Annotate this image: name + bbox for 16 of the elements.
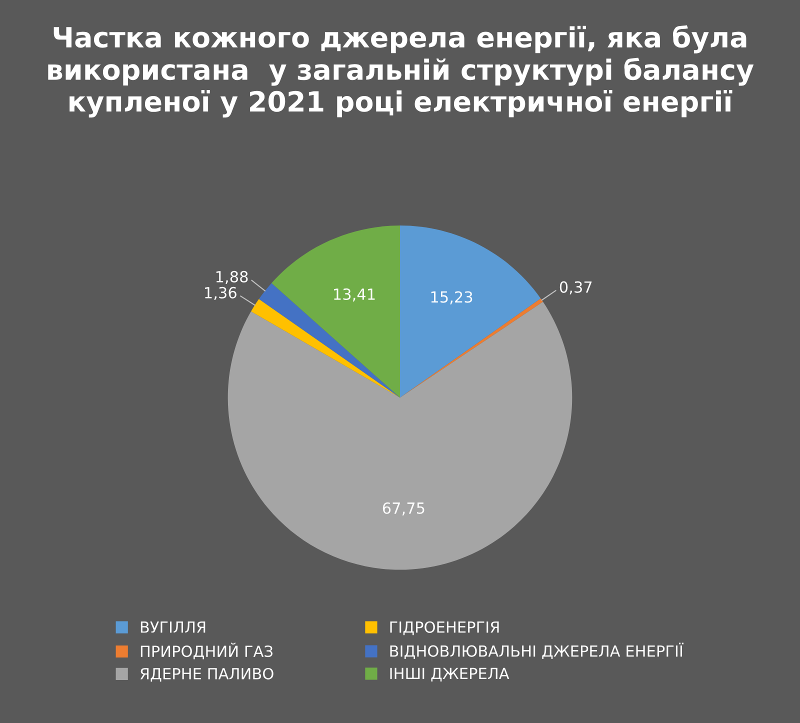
data-label: 15,23 xyxy=(431,291,472,304)
legend-label: ІНШІ ДЖЕРЕЛА xyxy=(390,668,510,682)
pie-slice xyxy=(400,226,541,398)
data-label: 1,36 xyxy=(205,286,236,300)
data-label: 0,37 xyxy=(560,281,592,294)
data-label: 67,75 xyxy=(382,502,424,516)
legend-label: ВІДНОВЛЮВАЛЬНІ ДЖЕРЕЛА ЕНЕРГІЇ xyxy=(390,642,684,660)
pie-slice xyxy=(258,283,400,398)
legend-label: ПРИРОДНИЙ ГАЗ xyxy=(140,642,272,660)
legend-label: ГІДРОЕНЕРГІЯ xyxy=(390,621,499,636)
chart-title: Частка кожного джерела енергії, яка була використана у загальній структурі балансу купленої у 2021 році електричної енергії xyxy=(48,25,754,118)
data-label: 1,88 xyxy=(216,270,248,284)
legend-label: ВУГІЛЛЯ xyxy=(140,622,206,633)
legend-label: ЯДЕРНЕ ПАЛИВО xyxy=(140,668,274,682)
data-label: 13,41 xyxy=(334,288,375,302)
pie-slice xyxy=(272,226,400,398)
